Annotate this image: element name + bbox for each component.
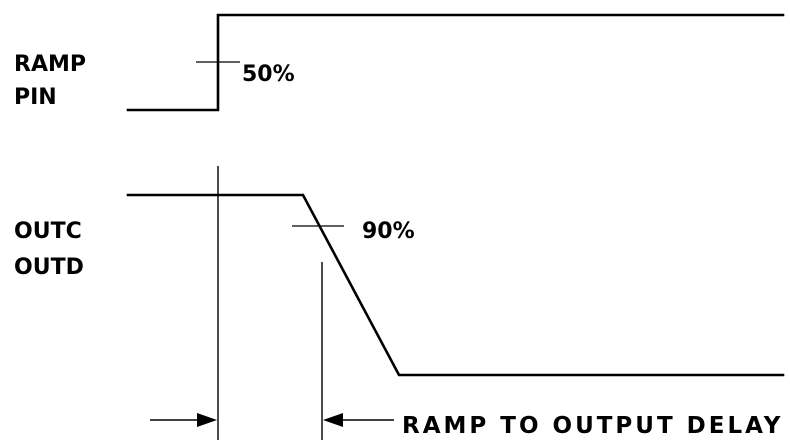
output-threshold-label: 90%: [362, 219, 415, 244]
delay-label: RAMP TO OUTPUT DELAY: [402, 413, 783, 439]
delay-start-arrowhead: [197, 413, 217, 427]
ramp-pin-label-line1: RAMP: [14, 52, 86, 77]
output-waveform: [126, 193, 785, 377]
output-label-line2: OUTD: [14, 255, 84, 280]
ramp-pin-label-line2: PIN: [14, 85, 57, 110]
delay-end-arrowhead: [323, 413, 343, 427]
ramp-threshold-label: 50%: [242, 62, 295, 87]
output-label-line1: OUTC: [14, 219, 82, 244]
